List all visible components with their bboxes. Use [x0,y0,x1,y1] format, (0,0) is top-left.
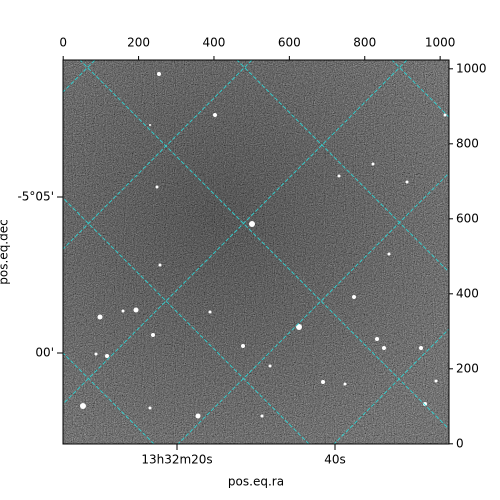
x-tick-label: 1000 [425,36,456,50]
x-tick-label: 0 [59,36,67,50]
y-axis-label: pos.eq.dec [0,219,11,284]
world-grid-line [236,60,449,273]
y-tick-label: 400 [456,286,479,300]
world-grid-line [63,60,96,93]
world-grid-line [391,60,449,118]
x-tick-label: 800 [353,36,376,50]
y-tick-label: 600 [456,211,479,225]
frame [62,59,450,445]
world-y-tick-label: 00' [35,346,54,360]
world-grid-line [63,197,310,444]
y-tick-label: 200 [456,361,479,375]
world-y-tick-label: -5°05' [17,190,54,204]
stars [80,72,447,419]
world-grid-line [333,328,449,444]
x-axis-label: pos.eq.ra [228,475,284,489]
world-ticks [57,196,336,450]
world-grid-line [63,352,155,444]
y-tick-label: 800 [456,136,479,150]
world-grid-line [177,172,449,444]
world-x-tick-label: 13h32m20s [141,453,212,467]
y-tick-label: 0 [456,436,464,450]
x-tick-label: 200 [127,36,150,50]
world-x-tick-label: 40s [324,453,346,467]
world-grid-line [63,60,253,250]
world-grid-line [63,60,408,405]
x-tick-label: 600 [278,36,301,50]
y-tick-label: 1000 [456,61,487,75]
x-tick-label: 400 [203,36,226,50]
world-grid-line [79,60,449,430]
